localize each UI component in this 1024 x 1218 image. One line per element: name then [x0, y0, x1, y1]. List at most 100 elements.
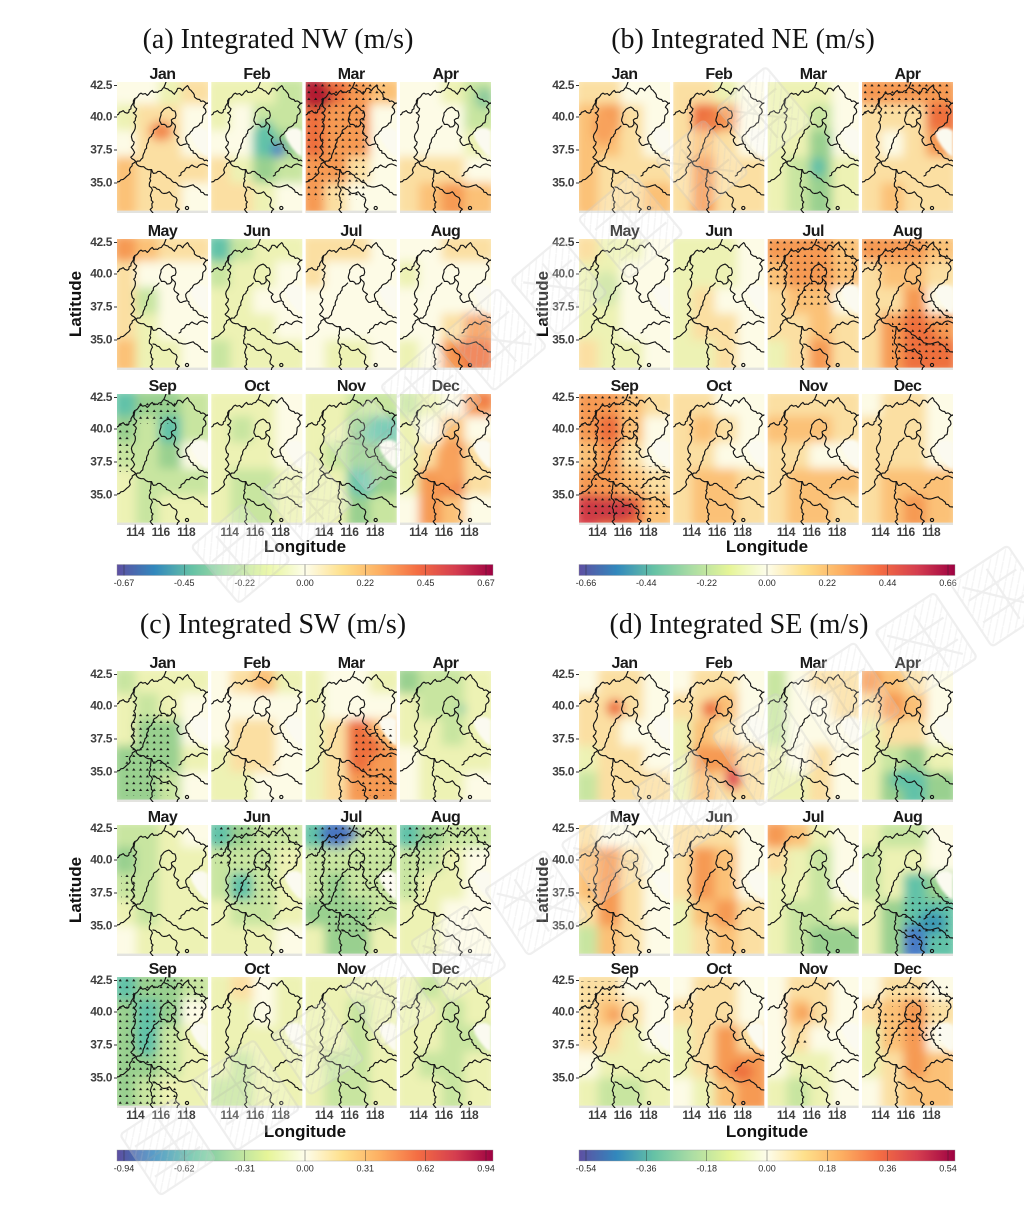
svg-text:116: 116	[435, 525, 454, 539]
svg-text:42.5: 42.5	[552, 667, 574, 681]
svg-text:0.44: 0.44	[879, 578, 897, 588]
svg-text:37.5: 37.5	[552, 732, 574, 746]
svg-text:37.5: 37.5	[90, 886, 112, 900]
svg-text:Aug: Aug	[893, 223, 923, 240]
svg-text:118: 118	[639, 525, 658, 539]
svg-text:118: 118	[460, 1108, 479, 1122]
svg-text:37.5: 37.5	[552, 1038, 574, 1052]
svg-text:116: 116	[708, 525, 727, 539]
svg-text:Aug: Aug	[893, 809, 923, 826]
svg-text:116: 116	[340, 1108, 359, 1122]
svg-text:0.00: 0.00	[296, 578, 314, 588]
svg-text:118: 118	[366, 525, 385, 539]
svg-text:Feb: Feb	[705, 655, 733, 672]
svg-text:114: 114	[315, 1108, 334, 1122]
svg-text:37.5: 37.5	[552, 143, 574, 157]
svg-text:0.22: 0.22	[819, 578, 837, 588]
svg-text:114: 114	[871, 1108, 890, 1122]
svg-text:0.00: 0.00	[758, 1164, 776, 1174]
svg-text:37.5: 37.5	[90, 1038, 112, 1052]
svg-text:35.0: 35.0	[552, 1071, 574, 1085]
svg-text:Longitude: Longitude	[264, 1122, 346, 1141]
svg-text:116: 116	[614, 525, 633, 539]
svg-text:114: 114	[871, 525, 890, 539]
svg-text:42.5: 42.5	[552, 973, 574, 987]
svg-text:Mar: Mar	[338, 655, 365, 672]
svg-text:May: May	[148, 223, 178, 240]
svg-text:Oct: Oct	[244, 961, 270, 978]
svg-text:(b) Integrated NE (m/s): (b) Integrated NE (m/s)	[611, 24, 875, 55]
svg-text:116: 116	[708, 1108, 727, 1122]
svg-text:118: 118	[271, 525, 290, 539]
svg-text:Dec: Dec	[894, 961, 922, 978]
svg-text:0.54: 0.54	[939, 1164, 957, 1174]
svg-text:Apr: Apr	[432, 655, 458, 672]
svg-text:0.31: 0.31	[357, 1164, 375, 1174]
svg-text:114: 114	[682, 525, 701, 539]
svg-text:114: 114	[126, 1108, 145, 1122]
svg-text:Jun: Jun	[243, 809, 270, 826]
svg-text:0.00: 0.00	[758, 578, 776, 588]
svg-text:Feb: Feb	[243, 655, 271, 672]
svg-text:114: 114	[409, 1108, 428, 1122]
svg-text:Feb: Feb	[243, 66, 271, 83]
svg-text:Oct: Oct	[706, 961, 732, 978]
svg-text:(a) Integrated NW (m/s): (a) Integrated NW (m/s)	[143, 24, 414, 55]
svg-text:Jun: Jun	[705, 223, 732, 240]
svg-text:116: 116	[340, 525, 359, 539]
svg-text:Sep: Sep	[611, 961, 640, 978]
svg-text:Longitude: Longitude	[726, 537, 808, 556]
svg-text:40.0: 40.0	[552, 422, 574, 436]
svg-text:114: 114	[777, 525, 796, 539]
svg-text:-0.94: -0.94	[114, 1164, 135, 1174]
svg-text:114: 114	[588, 525, 607, 539]
svg-text:35.0: 35.0	[90, 488, 112, 502]
svg-text:0.94: 0.94	[477, 1164, 495, 1174]
svg-text:Jun: Jun	[243, 223, 270, 240]
svg-text:0.36: 0.36	[879, 1164, 897, 1174]
svg-text:Nov: Nov	[799, 961, 828, 978]
svg-text:35.0: 35.0	[90, 765, 112, 779]
svg-text:118: 118	[733, 1108, 752, 1122]
svg-text:Sep: Sep	[149, 961, 178, 978]
svg-text:Mar: Mar	[800, 66, 827, 83]
svg-text:0.00: 0.00	[296, 1164, 314, 1174]
svg-text:35.0: 35.0	[90, 919, 112, 933]
svg-text:Oct: Oct	[706, 378, 732, 395]
svg-text:40.0: 40.0	[552, 699, 574, 713]
svg-text:35.0: 35.0	[552, 333, 574, 347]
svg-text:-0.66: -0.66	[576, 578, 597, 588]
svg-text:37.5: 37.5	[90, 455, 112, 469]
svg-text:-0.36: -0.36	[636, 1164, 657, 1174]
svg-text:Feb: Feb	[705, 66, 733, 83]
svg-text:Apr: Apr	[432, 66, 458, 83]
svg-text:118: 118	[828, 525, 847, 539]
svg-text:Jul: Jul	[802, 223, 824, 240]
svg-text:118: 118	[460, 525, 479, 539]
svg-text:40.0: 40.0	[552, 1005, 574, 1019]
svg-text:116: 116	[435, 1108, 454, 1122]
svg-text:Nov: Nov	[799, 378, 828, 395]
svg-text:114: 114	[777, 1108, 796, 1122]
svg-text:42.5: 42.5	[90, 973, 112, 987]
svg-text:116: 116	[152, 525, 171, 539]
svg-text:40.0: 40.0	[90, 267, 112, 281]
svg-text:40.0: 40.0	[90, 699, 112, 713]
svg-text:118: 118	[366, 1108, 385, 1122]
svg-text:35.0: 35.0	[552, 488, 574, 502]
svg-text:-0.45: -0.45	[174, 578, 195, 588]
svg-text:118: 118	[733, 525, 752, 539]
svg-text:35.0: 35.0	[90, 176, 112, 190]
svg-text:Sep: Sep	[611, 378, 640, 395]
svg-text:118: 118	[922, 1108, 941, 1122]
svg-text:42.5: 42.5	[90, 821, 112, 835]
svg-text:116: 116	[802, 1108, 821, 1122]
svg-text:Mar: Mar	[338, 66, 365, 83]
svg-text:40.0: 40.0	[90, 110, 112, 124]
svg-text:May: May	[148, 809, 178, 826]
svg-text:42.5: 42.5	[90, 78, 112, 92]
svg-text:Jan: Jan	[149, 655, 175, 672]
svg-text:118: 118	[177, 525, 196, 539]
svg-text:0.45: 0.45	[417, 578, 435, 588]
svg-text:40.0: 40.0	[90, 422, 112, 436]
